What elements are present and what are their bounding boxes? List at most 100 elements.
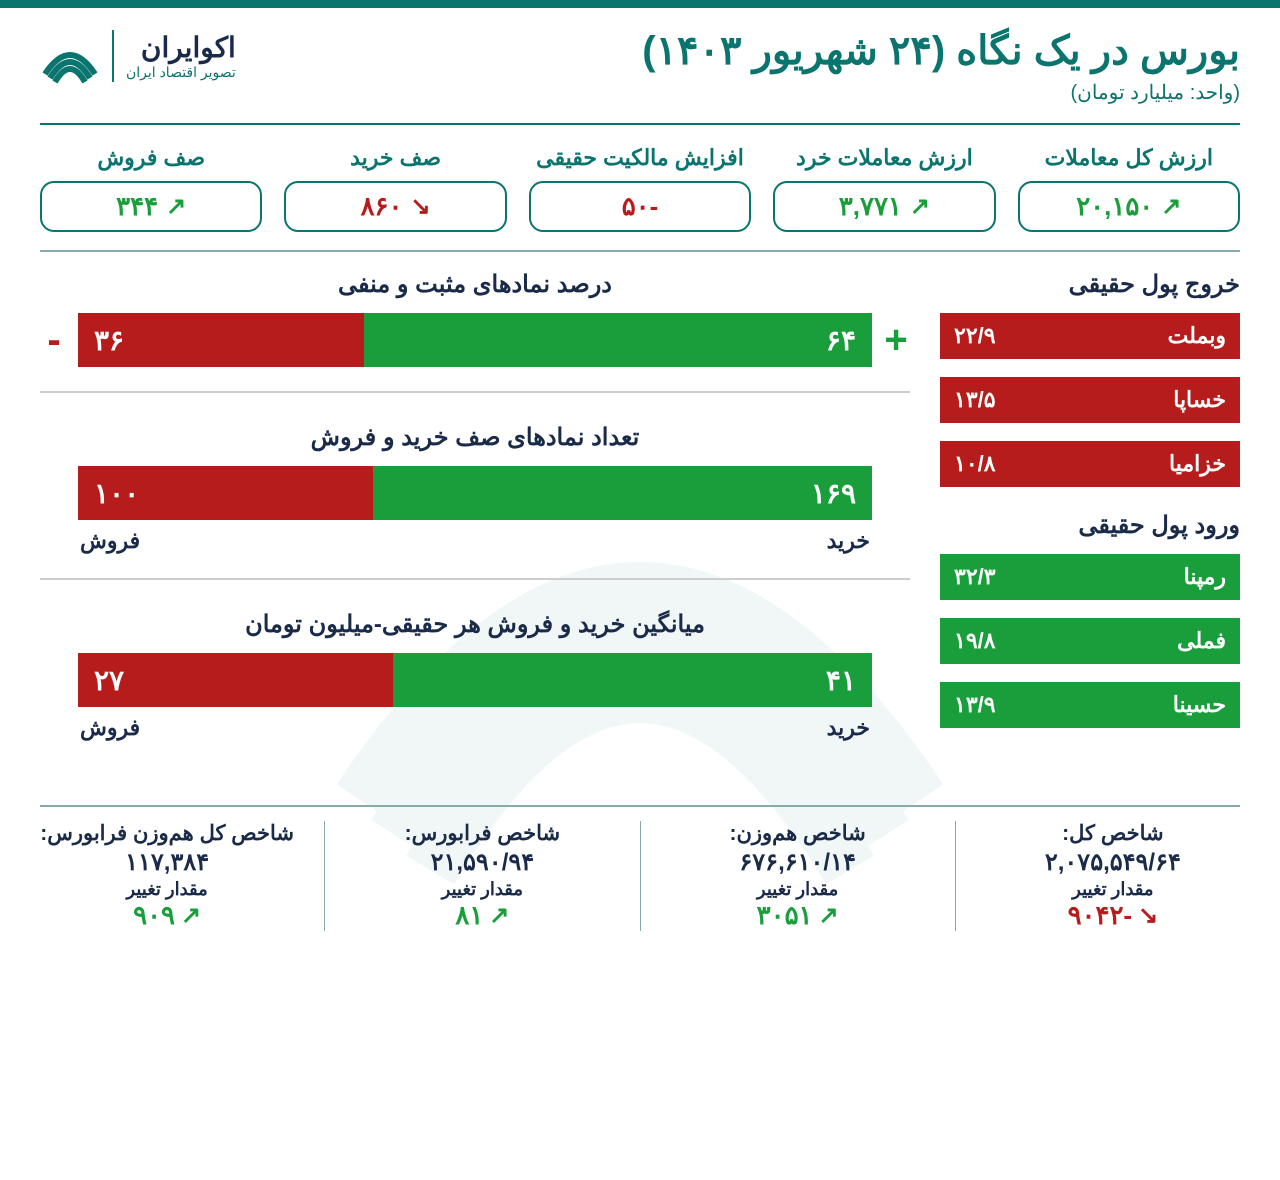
metric-number: -۵۰ (622, 191, 659, 222)
chart-queue-title: تعداد نمادهای صف خرید و فروش (40, 423, 910, 452)
flow-value: ۱۳/۹ (954, 692, 996, 718)
trend-arrow-icon: ↗ (910, 192, 930, 221)
index-box: شاخص هم‌وزن:۶۷۶,۶۱۰/۱۴مقدار تغییر↗۳۰۵۱ (671, 821, 925, 931)
bar-avg-buy: ۴۱ (393, 653, 872, 707)
chart-avg-trade: میانگین خرید و فروش هر حقیقی-میلیون توما… (40, 610, 910, 765)
index-change-value: ۹۰۹ (133, 900, 175, 931)
avg-sell-label: فروش (80, 715, 140, 741)
index-title: شاخص فرابورس: (355, 821, 609, 846)
page-subtitle: (واحد: میلیارد تومان) (642, 80, 1240, 105)
avg-buy-label: خرید (827, 715, 870, 741)
trend-arrow-icon: ↘ (410, 192, 430, 221)
index-change-label: مقدار تغییر (40, 879, 294, 900)
inflow-list: رمپنا ۳۲/۳ فملی ۱۹/۸ حسینا ۱۳/۹ (940, 554, 1240, 728)
plus-sign: + (882, 318, 910, 363)
index-title: شاخص هم‌وزن: (671, 821, 925, 846)
metric-box: ارزش معاملات خرد ↗ ۳,۷۷۱ (773, 145, 995, 232)
metrics-row: ارزش کل معاملات ↗ ۲۰,۱۵۰ ارزش معاملات خرد ↗ ۳… (40, 145, 1240, 252)
logo-tagline: تصویر اقتصاد ایران (126, 64, 236, 81)
metric-label: افزایش مالکیت حقیقی (529, 145, 751, 171)
flow-symbol: رمپنا (1184, 564, 1226, 590)
metric-label: ارزش معاملات خرد (773, 145, 995, 171)
flow-item: خزامیا ۱۰/۸ (940, 441, 1240, 487)
logo-name: اکوایران (126, 31, 236, 64)
metric-number: ۸۶۰ (361, 191, 403, 222)
bar-avg-sell-value: ۲۷ (94, 664, 124, 697)
bar-negative-value: ۳۶ (94, 324, 124, 357)
metric-value: ↗ ۳۴۴ (40, 181, 262, 232)
outflow-list: وبملت ۲۲/۹ خساپا ۱۳/۵ خزامیا ۱۰/۸ (940, 313, 1240, 487)
index-value: ۱۱۷,۳۸۴ (40, 848, 294, 877)
bar-buy-queue: ۱۶۹ (373, 466, 872, 520)
flow-item: خساپا ۱۳/۵ (940, 377, 1240, 423)
flow-value: ۱۳/۵ (954, 387, 996, 413)
trend-arrow-icon: ↗ (819, 901, 839, 930)
trend-arrow-icon: ↗ (166, 192, 186, 221)
flow-item: حسینا ۱۳/۹ (940, 682, 1240, 728)
flow-item: رمپنا ۳۲/۳ (940, 554, 1240, 600)
flow-symbol: وبملت (1168, 323, 1226, 349)
trend-arrow-icon: ↘ (1138, 901, 1158, 930)
divider (640, 821, 641, 931)
chart-pct-symbols: درصد نمادهای مثبت و منفی + ۶۴ ۳۶ - (40, 270, 910, 393)
flow-value: ۲۲/۹ (954, 323, 996, 349)
chart-queue-count: تعداد نمادهای صف خرید و فروش ۱۶۹ ۱۰۰ خری… (40, 423, 910, 580)
divider (324, 821, 325, 931)
flow-value: ۱۹/۸ (954, 628, 996, 654)
index-title: شاخص کل هم‌وزن فرابورس: (40, 821, 294, 846)
index-change-label: مقدار تغییر (986, 879, 1240, 900)
metric-value: ↗ ۲۰,۱۵۰ (1018, 181, 1240, 232)
flow-item: وبملت ۲۲/۹ (940, 313, 1240, 359)
index-title: شاخص کل: (986, 821, 1240, 846)
queue-buy-label: خرید (827, 528, 870, 554)
header: بورس در یک نگاه (۲۴ شهریور ۱۴۰۳) (واحد: … (40, 28, 1240, 125)
bar-negative: ۳۶ (78, 313, 364, 367)
index-value: ۲,۰۷۵,۵۴۹/۶۴ (986, 848, 1240, 877)
index-box: شاخص کل هم‌وزن فرابورس:۱۱۷,۳۸۴مقدار تغیی… (40, 821, 294, 931)
index-change-label: مقدار تغییر (671, 879, 925, 900)
metric-number: ۳,۷۷۱ (839, 191, 902, 222)
bar-sell-queue: ۱۰۰ (78, 466, 373, 520)
metric-number: ۲۰,۱۵۰ (1076, 191, 1153, 222)
bar-buy-value: ۱۶۹ (811, 477, 856, 510)
flow-value: ۱۰/۸ (954, 451, 996, 477)
bar-positive-value: ۶۴ (826, 324, 856, 357)
trend-arrow-icon: ↗ (489, 901, 509, 930)
index-change-value: ۳۰۵۱ (757, 900, 813, 931)
trend-arrow-icon: ↗ (1161, 192, 1181, 221)
bar-avg-sell: ۲۷ (78, 653, 393, 707)
flow-symbol: خساپا (1173, 387, 1226, 413)
bar-sell-value: ۱۰۰ (94, 477, 139, 510)
metric-value: -۵۰ (529, 181, 751, 232)
metric-number: ۳۴۴ (116, 191, 158, 222)
flow-symbol: فملی (1177, 628, 1226, 654)
metric-label: صف خرید (284, 145, 506, 171)
metric-value: ↘۸۶۰ (284, 181, 506, 232)
bar-positive: ۶۴ (364, 313, 872, 367)
bar-avg-buy-value: ۴۱ (826, 664, 856, 697)
chart-avg-title: میانگین خرید و فروش هر حقیقی-میلیون توما… (40, 610, 910, 639)
outflow-heading: خروج پول حقیقی (940, 270, 1240, 299)
flow-item: فملی ۱۹/۸ (940, 618, 1240, 664)
logo-icon (40, 28, 100, 84)
index-change-value: -۹۰۴۲ (1068, 900, 1133, 931)
metric-box: افزایش مالکیت حقیقی -۵۰ (529, 145, 751, 232)
flow-symbol: حسینا (1173, 692, 1226, 718)
index-change: ↗۹۰۹ (40, 900, 294, 931)
index-value: ۶۷۶,۶۱۰/۱۴ (671, 848, 925, 877)
flow-symbol: خزامیا (1169, 451, 1226, 477)
divider (955, 821, 956, 931)
metric-value: ↗ ۳,۷۷۱ (773, 181, 995, 232)
flow-value: ۳۲/۳ (954, 564, 996, 590)
metric-label: صف فروش (40, 145, 262, 171)
metric-box: ارزش کل معاملات ↗ ۲۰,۱۵۰ (1018, 145, 1240, 232)
metric-box: صف فروش ↗ ۳۴۴ (40, 145, 262, 232)
index-box: شاخص کل:۲,۰۷۵,۵۴۹/۶۴مقدار تغییر↘-۹۰۴۲ (986, 821, 1240, 931)
index-change: ↗۳۰۵۱ (671, 900, 925, 931)
index-change-label: مقدار تغییر (355, 879, 609, 900)
index-change: ↗۸۱ (355, 900, 609, 931)
indices-footer: شاخص کل:۲,۰۷۵,۵۴۹/۶۴مقدار تغییر↘-۹۰۴۲شاخ… (40, 805, 1240, 931)
metric-box: صف خرید ↘۸۶۰ (284, 145, 506, 232)
metric-label: ارزش کل معاملات (1018, 145, 1240, 171)
top-accent-bar (0, 0, 1280, 8)
